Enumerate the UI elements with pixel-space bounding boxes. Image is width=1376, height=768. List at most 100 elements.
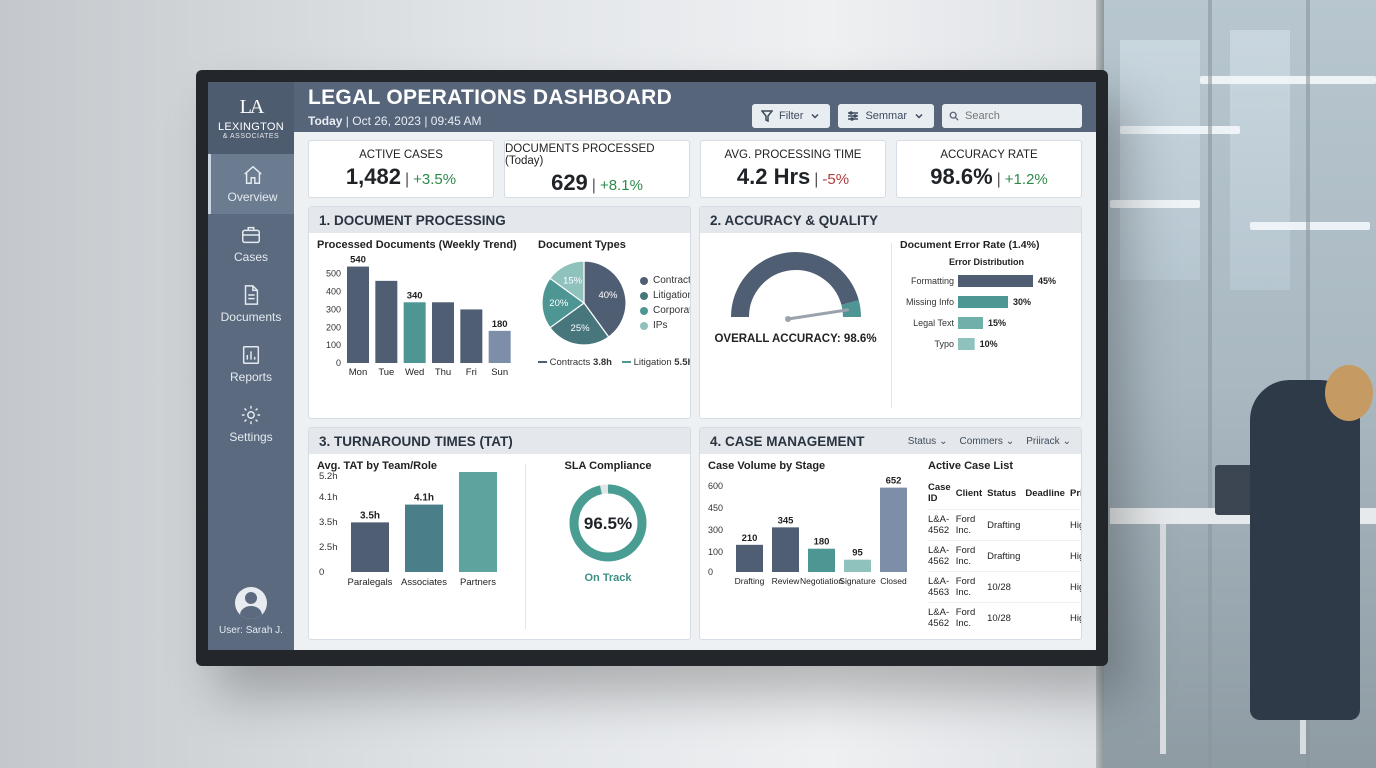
column-header[interactable]: Client [955,487,983,499]
y-tick-label: 300 [326,304,341,314]
error-rate-title: Document Error Rate (1.4%) [900,239,1040,251]
filter-label: Filter [778,110,804,122]
x-tick-label: Tue [378,367,394,378]
status-filter[interactable]: Status ⌄ [907,435,948,447]
kpi-value: 4.2 Hrs [736,163,811,189]
error-distribution-title: Error Distribution [948,257,1024,267]
bar [432,302,454,363]
legend-item: Litigation [640,290,690,301]
case-volume-title: Case Volume by Stage [708,460,826,472]
column-header[interactable]: Status [987,487,1017,499]
data-label: 15% [988,318,1006,328]
legend-item: IPs [640,320,690,331]
company-logo[interactable]: LA LEXINGTON & ASSOCIATES [208,82,294,154]
y-tick-label: 400 [326,287,341,297]
gauge-fill [730,252,859,318]
category-label: Legal Text [913,318,954,328]
table-cell: High [1069,602,1081,633]
bar [403,302,426,363]
search-input[interactable] [965,110,1075,122]
data-label: 180 [492,319,508,330]
kpi-change: +3.5% [413,170,457,188]
sidebar-item-settings[interactable]: Settings [208,394,294,454]
table-cell: 10/28 [987,602,1026,633]
search-box[interactable] [942,104,1082,128]
user-profile[interactable]: User: Sarah J. [219,587,283,636]
commers-filter[interactable]: Commers ⌄ [959,435,1015,447]
weekly-trend-chart: 0 100 200 300 400 500 Mon 540 Tue Wed 340 Thu Fri Sun… [326,255,511,378]
sidebar: LA LEXINGTON & ASSOCIATES Overview Cases… [208,82,294,650]
priority-filter[interactable]: Priirack ⌄ [1026,435,1071,447]
chevron-down-icon: ⌄ [1005,435,1015,447]
table-cell: L&A-4562 [928,540,956,572]
pie-slice [549,302,610,346]
kpi-value: 629 [551,169,588,195]
sidebar-item-label: Documents [220,310,282,324]
sla-title: SLA Compliance [564,460,652,472]
weekly-trend-title: Processed Documents (Weekly Trend) [317,239,517,251]
data-label: 3.5h [360,510,380,521]
y-tick-label: 500 [326,269,341,279]
data-label: 540 [350,255,366,266]
donut-value: 96.5% [584,514,632,533]
panel-grid: 1. DOCUMENT PROCESSING Processed Documen… [308,206,1082,640]
x-tick-label: Closed [880,576,907,586]
chevron-down-icon: ⌄ [939,435,948,447]
tat-chart-title: Avg. TAT by Team/Role [317,460,437,472]
bar [880,487,907,572]
column-header[interactable]: Deadline [1025,487,1065,499]
y-tick-label: 450 [708,503,723,513]
footer-contracts: Contracts 3.8h [538,357,612,368]
column-header[interactable]: Priority [1069,487,1081,499]
sidebar-item-label: Reports [229,370,273,384]
bar [958,275,1033,287]
sla-status: On Track [584,572,632,584]
main-area: LEGAL OPERATIONS DASHBOARD Today | Oct 2… [294,82,1096,650]
tat-bar-chart: 0 2.5h 3.5h 4.1h 5.2h 3.5h Paralegals 4.1h Assoc… [319,472,497,588]
sidebar-item-documents[interactable]: Documents [208,274,294,334]
briefcase-icon [242,226,260,244]
y-tick-label: 4.1h [319,492,338,503]
table-cell: Ford Inc. [955,509,988,541]
legend-label: IPs [653,320,668,331]
bar [808,548,835,572]
category-label: Formatting [911,276,954,286]
sidebar-item-reports[interactable]: Reports [208,334,294,394]
panel-title: 3. TURNAROUND TIMES (TAT) [309,428,690,454]
turnaround-times-panel: 3. TURNAROUND TIMES (TAT) Avg. TAT by Te… [308,427,691,640]
kpi-row: ACTIVE CASES 1,482 | +3.5% DOCUMENTS PROCE… [308,140,1082,198]
legend-swatch [640,291,648,300]
bar [488,330,511,363]
bar [351,522,389,572]
sidebar-item-cases[interactable]: Cases [208,214,294,274]
kpi-processing-time: AVG. PROCESSING TIME 4.2 Hrs | -5% [700,140,886,198]
x-tick-label: Drafting [735,576,765,586]
legend-item: Corporate [640,305,690,316]
gauge-needle [786,308,849,321]
y-tick-label: 300 [708,525,723,535]
today-label: Today [308,114,343,128]
bar [460,309,483,363]
logo-name: LEXINGTON [217,121,285,133]
data-label: 345 [778,515,795,526]
office-background [1100,0,1376,768]
logo-subtitle: & ASSOCIATES [222,133,280,140]
y-tick-label: 0 [708,567,713,577]
filter-button[interactable]: Filter [751,104,831,128]
y-tick-label: 0 [336,358,341,368]
sidebar-item-overview[interactable]: Overview [208,154,294,214]
kpi-label: ACTIVE CASES [359,148,443,161]
kpi-label: DOCUMENTS PROCESSED (Today) [505,142,655,167]
kpi-value: 98.6% [930,163,993,189]
seminar-dropdown[interactable]: Semmar [838,104,934,128]
column-header[interactable]: Case ID [928,482,951,504]
y-tick-label: 600 [708,481,723,491]
table-cell: Ford Inc. [955,602,988,633]
x-tick-label: Associates [401,577,447,588]
document-icon [244,285,259,305]
x-tick-label: Review [772,576,801,586]
